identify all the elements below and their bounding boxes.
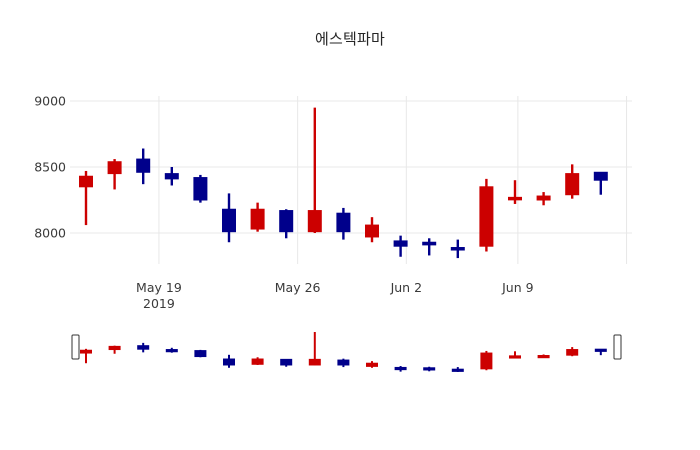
navigator-candle-body	[194, 350, 207, 358]
candle-body	[365, 224, 379, 238]
navigator-candle-body	[337, 359, 350, 366]
candlestick[interactable]	[307, 107, 322, 233]
candle-body	[536, 195, 551, 201]
candlestick[interactable]	[536, 192, 551, 206]
y-axis-tick-label: 8000	[34, 225, 66, 241]
candle-body	[164, 173, 179, 180]
x-axis-tick-label: Jun 9	[502, 280, 534, 295]
navigator-right-handle[interactable]	[613, 334, 622, 360]
candlestick[interactable]	[222, 193, 236, 243]
navigator-candle-series[interactable]	[80, 332, 607, 372]
navigator-candlestick[interactable]	[394, 366, 407, 372]
navigator-candle-body	[280, 358, 293, 366]
candlestick[interactable]	[450, 239, 465, 259]
candlestick[interactable]	[336, 207, 351, 240]
navigator-candlestick[interactable]	[308, 332, 321, 366]
navigator-candlestick[interactable]	[594, 348, 607, 356]
navigator-candle-body	[108, 345, 121, 351]
navigator-candlestick[interactable]	[223, 354, 235, 368]
navigator-candlestick[interactable]	[537, 354, 550, 359]
navigator-candlestick[interactable]	[108, 345, 121, 354]
grid-lines	[70, 96, 632, 264]
y-axis: 9000 8500 8000	[0, 0, 66, 450]
candlestick[interactable]	[393, 235, 408, 257]
candle-body	[565, 173, 580, 196]
navigator-candlestick[interactable]	[480, 350, 493, 371]
candle-body	[450, 247, 465, 251]
navigator-candle-body	[366, 362, 378, 367]
candlestick[interactable]	[508, 180, 522, 204]
candle-body	[508, 196, 522, 201]
y-axis-tick-label: 9000	[34, 93, 66, 109]
chart-title: 에스텍파마	[314, 30, 385, 48]
y-axis-tick-label: 8500	[34, 159, 66, 175]
navigator-candle-body	[509, 355, 521, 359]
candlestick[interactable]	[193, 174, 208, 203]
navigator-candlestick[interactable]	[137, 342, 150, 353]
main-candle-series[interactable]	[79, 107, 608, 259]
candle-body	[336, 212, 351, 233]
navigator-candle-body	[137, 345, 150, 350]
navigator-candlestick[interactable]	[451, 367, 464, 372]
navigator-candle-body	[423, 367, 436, 371]
candle-body	[479, 186, 494, 247]
navigator-left-handle[interactable]	[71, 334, 80, 360]
navigator-candle-body	[566, 349, 579, 356]
navigator-candle-body	[537, 355, 550, 359]
navigator-candle-body	[223, 358, 235, 366]
candlestick[interactable]	[279, 209, 294, 239]
candlestick[interactable]	[136, 148, 151, 185]
candle-body	[222, 208, 236, 233]
candlestick[interactable]	[593, 171, 608, 195]
candle-body	[422, 241, 437, 246]
navigator-range-handles[interactable]	[71, 334, 622, 360]
navigator-candlestick[interactable]	[566, 347, 579, 357]
navigator-candlestick[interactable]	[337, 358, 350, 368]
navigator-candlestick[interactable]	[80, 348, 92, 364]
candlestick[interactable]	[422, 238, 437, 256]
x-axis-tick-label: May 26	[274, 280, 321, 295]
candlestick[interactable]	[107, 159, 122, 190]
navigator-candlestick[interactable]	[366, 361, 378, 368]
x-axis-tick-label: Jun 2	[390, 280, 423, 295]
navigator-candle-body	[480, 352, 493, 370]
navigator-candle-body	[165, 349, 178, 353]
candle-body	[193, 177, 208, 201]
navigator-candle-body	[308, 358, 321, 366]
navigator-candle-body	[394, 366, 407, 371]
navigator-candle-body	[451, 368, 464, 372]
candle-body	[107, 161, 122, 175]
candlestick[interactable]	[565, 164, 580, 199]
navigator-candlestick[interactable]	[423, 366, 436, 372]
candle-body	[250, 208, 265, 230]
navigator-candlestick[interactable]	[251, 357, 264, 365]
navigator-candle-body	[80, 349, 92, 354]
x-axis-tick-label: May 19 2019	[136, 280, 182, 311]
candlestick[interactable]	[365, 217, 379, 243]
candle-body	[393, 240, 408, 247]
candle-body	[593, 171, 608, 181]
navigator-candle-body	[594, 348, 607, 352]
navigator-candle-body	[251, 358, 264, 365]
candlestick[interactable]	[164, 167, 179, 186]
candlestick[interactable]	[79, 170, 93, 226]
navigator-candlestick[interactable]	[165, 347, 178, 353]
navigator-candlestick[interactable]	[280, 358, 293, 367]
candlestick[interactable]	[250, 202, 265, 232]
candle-body	[307, 210, 322, 233]
navigator-candlestick[interactable]	[509, 351, 521, 359]
candle-body	[279, 210, 294, 233]
candle-body	[79, 175, 93, 188]
candle-body	[136, 158, 151, 173]
navigator-candlestick[interactable]	[194, 349, 207, 358]
candlestick[interactable]	[479, 178, 494, 252]
